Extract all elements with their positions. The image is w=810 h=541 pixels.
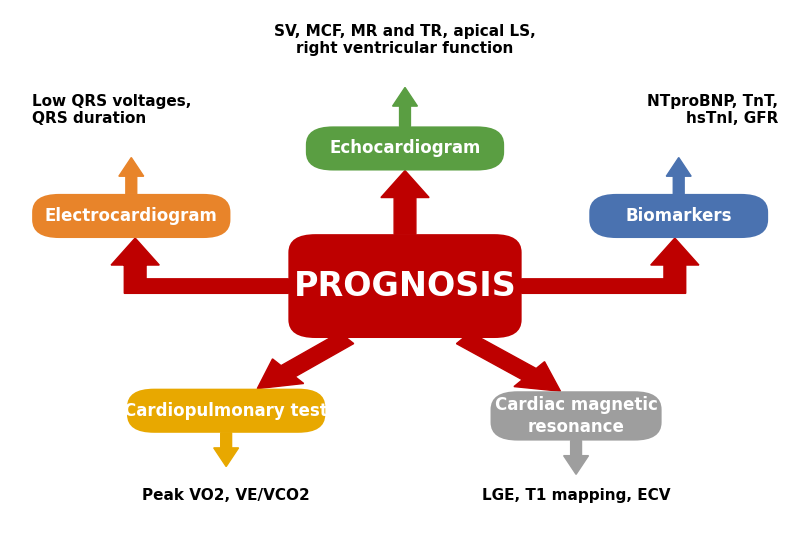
- Polygon shape: [393, 88, 417, 127]
- Text: NTproBNP, TnT,
hsTnI, GFR: NTproBNP, TnT, hsTnI, GFR: [647, 94, 778, 126]
- Text: SV, MCF, MR and TR, apical LS,
right ventricular function: SV, MCF, MR and TR, apical LS, right ven…: [274, 24, 536, 56]
- FancyBboxPatch shape: [32, 194, 230, 238]
- Text: Electrocardiogram: Electrocardiogram: [45, 207, 218, 225]
- Polygon shape: [111, 238, 288, 293]
- Text: Peak VO2, VE/VCO2: Peak VO2, VE/VCO2: [143, 487, 310, 503]
- Text: Cardiac magnetic
resonance: Cardiac magnetic resonance: [495, 396, 658, 436]
- Text: Cardiopulmonary test: Cardiopulmonary test: [124, 402, 328, 420]
- Text: Low QRS voltages,
QRS duration: Low QRS voltages, QRS duration: [32, 94, 191, 126]
- Polygon shape: [381, 170, 429, 234]
- FancyBboxPatch shape: [127, 388, 326, 433]
- Text: Echocardiogram: Echocardiogram: [330, 140, 480, 157]
- Polygon shape: [564, 440, 589, 474]
- FancyBboxPatch shape: [590, 194, 768, 238]
- Text: LGE, T1 mapping, ECV: LGE, T1 mapping, ECV: [482, 487, 671, 503]
- Polygon shape: [214, 433, 239, 466]
- Text: PROGNOSIS: PROGNOSIS: [293, 269, 517, 302]
- FancyBboxPatch shape: [491, 391, 662, 440]
- Polygon shape: [258, 333, 354, 388]
- Polygon shape: [119, 157, 143, 194]
- Polygon shape: [522, 238, 699, 293]
- Polygon shape: [667, 157, 691, 194]
- FancyBboxPatch shape: [288, 234, 522, 338]
- FancyBboxPatch shape: [306, 127, 504, 170]
- Text: Biomarkers: Biomarkers: [625, 207, 732, 225]
- Polygon shape: [456, 332, 561, 391]
